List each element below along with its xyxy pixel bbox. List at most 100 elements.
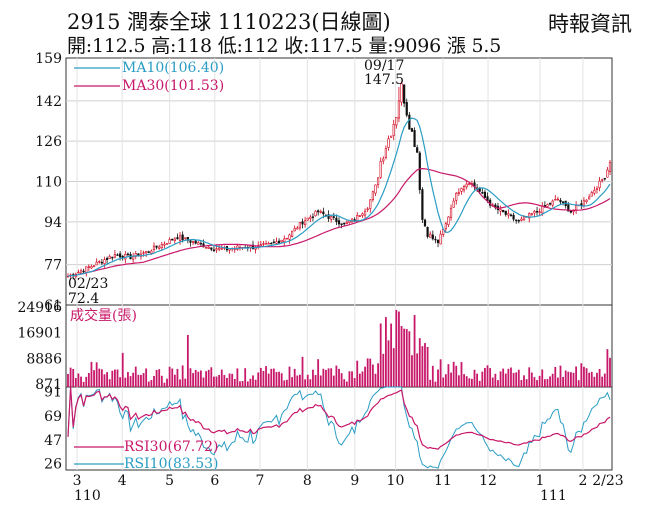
candle-body <box>262 243 265 245</box>
volume-bar <box>431 365 434 387</box>
volume-bar <box>403 328 406 387</box>
candle-body <box>309 216 312 219</box>
candle-body <box>413 130 416 148</box>
candle-body <box>212 249 216 251</box>
candle-body <box>423 219 427 227</box>
volume-bar <box>570 372 572 387</box>
candle-body <box>314 210 317 217</box>
volume-bar <box>562 376 564 387</box>
candle-body <box>530 213 533 215</box>
volume-bar <box>416 353 419 387</box>
candle-body <box>142 252 145 254</box>
volume-bar <box>572 372 575 387</box>
rsi-axis: 26 47 69 91 <box>44 384 62 472</box>
candle-body <box>113 254 117 258</box>
candle-body <box>457 192 460 194</box>
volume-bar <box>103 374 106 387</box>
volume-bar <box>330 368 333 387</box>
candle-body <box>205 247 208 249</box>
candle-body <box>111 256 114 259</box>
candle-body <box>603 177 606 180</box>
candle-body <box>311 216 315 218</box>
candle-body <box>275 241 278 244</box>
volume-bar <box>197 371 200 387</box>
volume-bar <box>382 353 385 387</box>
peak-date-annotation: 09/17 <box>364 58 404 74</box>
volume-bar <box>166 378 168 387</box>
candle-body <box>590 192 593 197</box>
candle-body <box>348 220 351 223</box>
candle-body <box>298 221 302 229</box>
volume-bar <box>189 368 192 387</box>
candle-body <box>100 261 103 264</box>
price-axis: 61 77 94 110 126 142 159 <box>35 51 62 314</box>
month-tick-label: 3 <box>73 473 82 489</box>
volume-bar <box>278 371 280 387</box>
candle-body <box>317 210 320 213</box>
volume-bar <box>319 375 322 387</box>
volume-bar <box>491 377 494 387</box>
volume-bar <box>536 380 538 387</box>
volume-bar <box>340 373 343 387</box>
candle-body <box>184 237 187 239</box>
candle-body <box>601 179 604 181</box>
candle-body <box>483 191 487 198</box>
volume-bar <box>179 379 181 387</box>
candle-body <box>288 234 291 240</box>
volume-bar <box>554 366 557 387</box>
candle-body <box>283 238 286 243</box>
volume-tick-label: 871 <box>35 377 62 393</box>
volume-bar <box>580 363 583 387</box>
volume-bar <box>411 355 413 387</box>
candle-body <box>439 233 442 245</box>
volume-bar <box>541 369 544 387</box>
volume-bar <box>226 377 228 387</box>
candle-body <box>478 188 481 192</box>
candle-body <box>199 242 202 245</box>
volume-bar <box>239 381 241 387</box>
candle-body <box>452 200 455 208</box>
volume-bar <box>559 365 562 387</box>
candle-body <box>575 205 578 211</box>
volume-tick-label: 24916 <box>17 300 62 316</box>
year-label-111: 111 <box>540 488 567 504</box>
volume-bar <box>153 375 155 387</box>
volume-bar <box>199 370 202 387</box>
candle-body <box>337 220 341 225</box>
month-tick-label: 1 <box>536 473 545 489</box>
volume-bar <box>259 367 262 387</box>
candle-body <box>462 185 466 191</box>
candle-body <box>369 199 372 209</box>
volume-bar <box>361 371 364 387</box>
month-tick-label: 2/23 <box>592 473 623 489</box>
volume-bars <box>67 309 611 387</box>
volume-bar <box>598 368 601 387</box>
candle-body <box>460 188 463 192</box>
volume-bar <box>413 315 416 387</box>
candle-body <box>507 213 510 216</box>
year-label-110: 110 <box>74 488 101 504</box>
volume-bar <box>502 368 505 387</box>
volume-bar <box>395 309 398 387</box>
volume-bar <box>285 379 288 387</box>
stock-code: 2915 <box>67 10 121 34</box>
candle-body <box>105 257 109 260</box>
volume-bar <box>176 368 179 387</box>
volume-axis: 871 8886 16901 24916 <box>17 300 62 393</box>
volume-bar <box>327 368 330 387</box>
volume-bar <box>304 379 307 387</box>
candle-body <box>395 117 398 126</box>
candle-body <box>353 219 356 221</box>
candle-body <box>343 222 346 225</box>
month-axis: 3 4 5 6 7 8 9 10 11 12 1 2 2/23 <box>73 473 624 489</box>
volume-bar <box>546 379 549 387</box>
candle-body <box>322 211 325 215</box>
volume-bar <box>374 373 377 387</box>
stock-name: 潤泰全球 <box>127 10 212 34</box>
candle-body <box>392 124 395 136</box>
volume-bar <box>439 359 442 387</box>
month-tick-label: 4 <box>118 473 127 489</box>
candle-body <box>215 248 218 251</box>
volume-bar <box>434 381 437 387</box>
